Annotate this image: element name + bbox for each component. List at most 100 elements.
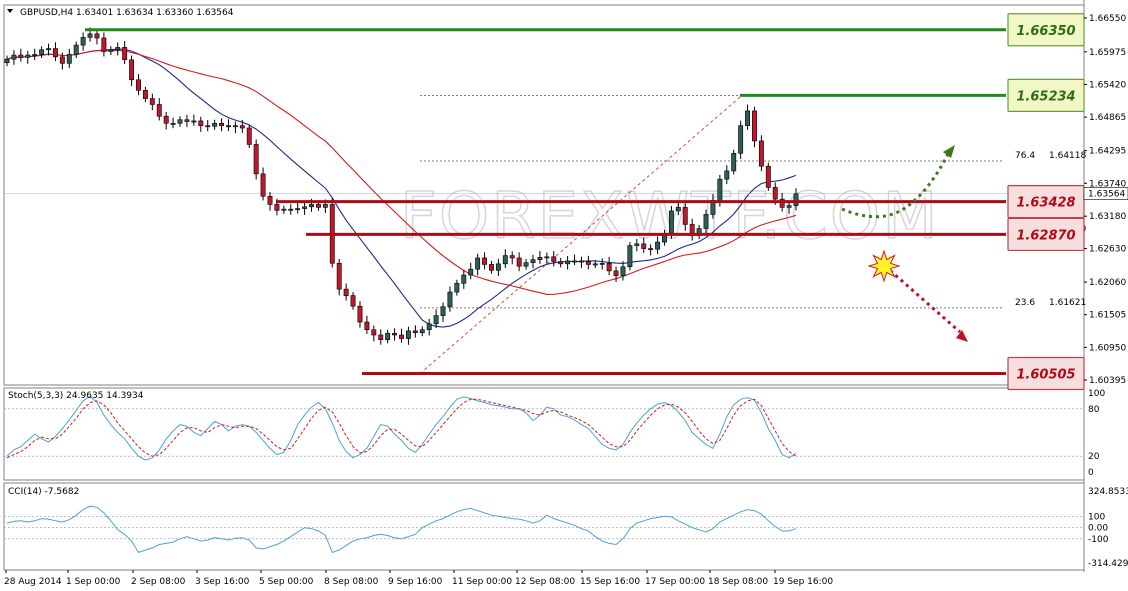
candle-bull xyxy=(440,306,446,316)
candle-bear xyxy=(641,243,647,249)
y-tick-label: 1.63740 xyxy=(1089,179,1126,189)
y-tick-label: 1.66550 xyxy=(1089,14,1126,24)
level-label: 1.65234 xyxy=(1016,89,1075,104)
cci-title: CCI(14) -7.5682 xyxy=(8,487,79,497)
candlesticks xyxy=(4,27,799,345)
candle-bull xyxy=(212,122,218,127)
level-box xyxy=(1007,78,1085,112)
candle-bull xyxy=(502,255,508,265)
candle-bull xyxy=(675,207,681,212)
x-tick-label: 2 Sep 08:00 xyxy=(131,577,186,587)
candle-bear xyxy=(246,127,252,145)
candle-bull xyxy=(405,330,411,339)
x-tick-label: 19 Sep 16:00 xyxy=(773,577,833,587)
price-levels: 1.66350 1.65234 1.63428 1.62870 1.60505 xyxy=(85,13,1085,391)
candle-bull xyxy=(66,54,72,64)
candle-bull xyxy=(731,152,737,172)
candle-bear xyxy=(758,140,764,167)
candle-bull xyxy=(419,329,425,333)
candle-bull xyxy=(4,58,10,63)
candle-bull xyxy=(523,262,529,267)
candle-bull xyxy=(572,260,577,263)
x-tick-label: 9 Sep 16:00 xyxy=(388,577,443,587)
candle-bear xyxy=(585,261,591,265)
price-panel xyxy=(3,4,1085,386)
cci-y-tick-label: 0.00 xyxy=(1088,524,1108,534)
candle-bear xyxy=(142,90,148,99)
x-tick-label: 5 Sep 00:00 xyxy=(259,577,314,587)
watermark: FOREXWTF.COM xyxy=(400,180,939,254)
fib-price-label: 1.64118 xyxy=(1049,151,1086,161)
candle-bull xyxy=(25,54,31,58)
candle-bear xyxy=(648,248,654,251)
candle-bull xyxy=(599,262,605,265)
y-tick-label: 1.63180 xyxy=(1089,212,1126,222)
cci-panel: CCI(14) -7.5682 xyxy=(4,487,1084,554)
candle-bull xyxy=(281,208,287,211)
candle-bear xyxy=(198,120,204,126)
dropdown-arrow-icon[interactable] xyxy=(7,9,13,13)
candle-bull xyxy=(11,54,17,60)
candle-bull xyxy=(620,266,626,276)
candle-bear xyxy=(682,207,688,225)
y-tick-label: 1.64865 xyxy=(1089,113,1126,123)
x-tick-label: 12 Sep 08:00 xyxy=(515,577,575,587)
level-label: 1.66350 xyxy=(1016,24,1075,39)
candle-bull xyxy=(724,170,730,180)
axes: 1.66550 1.65975 1.65420 1.64865 1.64295 1.637… xyxy=(4,14,1128,587)
level-label: 1.62870 xyxy=(1016,228,1075,243)
candle-bull xyxy=(717,178,723,201)
candle-bull xyxy=(447,291,453,308)
candle-bear xyxy=(606,262,612,272)
candle-bull xyxy=(309,204,314,208)
y-tick-label: 1.62630 xyxy=(1089,245,1126,255)
candle-bull xyxy=(80,37,86,46)
y-tick-label: 1.65420 xyxy=(1089,80,1126,90)
candle-bull xyxy=(703,214,709,229)
candle-bear xyxy=(772,187,778,200)
candle-bull xyxy=(232,125,238,128)
cci-panel-frame xyxy=(3,482,1085,571)
candle-bear xyxy=(357,305,363,323)
candle-bear xyxy=(59,56,65,64)
stoch-signal-line xyxy=(6,398,797,459)
ma-slow-line xyxy=(6,49,797,295)
cci-line xyxy=(6,505,797,554)
candle-bear xyxy=(509,255,515,259)
candle-bear xyxy=(136,79,141,91)
candle-bear xyxy=(399,334,404,339)
candle-bear xyxy=(101,37,107,52)
stoch-y-tick-label: 100 xyxy=(1088,389,1105,399)
x-tick-label: 3 Sep 16:00 xyxy=(195,577,250,587)
candle-bear xyxy=(156,104,162,117)
bullish-arrowhead-icon xyxy=(943,145,955,158)
fib-price-label: 1.61621 xyxy=(1049,298,1086,308)
candle-bull xyxy=(426,323,432,331)
level-box xyxy=(1007,13,1085,47)
candle-bull xyxy=(745,110,750,126)
candle-bull xyxy=(530,259,536,263)
candle-bull xyxy=(39,49,45,55)
candle-bull xyxy=(461,274,467,284)
candle-bear xyxy=(239,125,245,129)
candle-bull xyxy=(433,315,439,325)
stochastic-panel: Stoch(5,3,3) 24.9635 14.3934 xyxy=(4,391,1084,461)
candle-bear xyxy=(274,204,280,211)
candle-bear xyxy=(516,257,522,267)
candle-bear xyxy=(392,332,398,336)
stoch-main-line xyxy=(6,395,797,461)
chart-panels xyxy=(3,0,1085,572)
candle-bull xyxy=(32,54,38,56)
candle-bull xyxy=(668,210,674,234)
stoch-y-tick-label: 0 xyxy=(1088,468,1094,478)
candle-bear xyxy=(336,262,342,290)
candle-bear xyxy=(752,110,757,142)
candle-bear xyxy=(205,125,211,128)
candle-bear xyxy=(94,33,100,39)
candle-bull xyxy=(87,33,93,38)
x-tick-label: 18 Sep 08:00 xyxy=(708,577,768,587)
stoch-panel-frame xyxy=(3,387,1085,481)
candle-bear xyxy=(129,59,135,81)
candle-bear xyxy=(579,260,584,263)
